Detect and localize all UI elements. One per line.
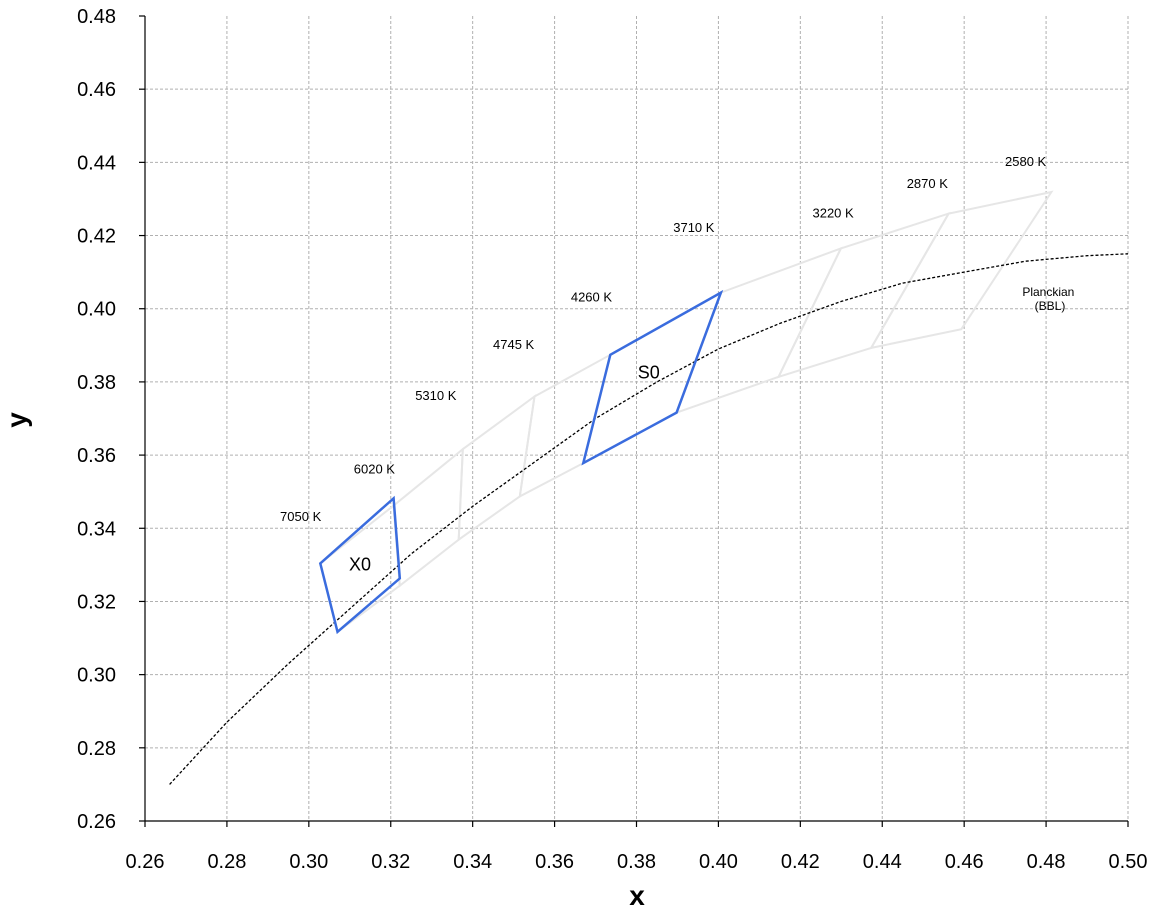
y-axis-title: y <box>1 412 32 428</box>
cct-label: 6020 K <box>354 461 396 476</box>
x-tick-label: 0.34 <box>453 851 492 873</box>
region-label: X0 <box>349 554 371 574</box>
cct-label: 7050 K <box>280 509 322 524</box>
y-tick-label: 0.26 <box>77 811 116 833</box>
y-tick-label: 0.42 <box>77 226 116 248</box>
x-tick-label: 0.40 <box>699 851 738 873</box>
y-tick-label: 0.48 <box>77 6 116 28</box>
x-tick-label: 0.28 <box>207 851 246 873</box>
axes: 0.26 0.28 0.30 0.32 0.34 0.36 0.38 0.40 0.42 0.44… <box>77 6 1147 873</box>
cct-label: 4745 K <box>493 337 535 352</box>
planckian-label-line2: (BBL) <box>1035 299 1066 313</box>
grid <box>145 16 1129 822</box>
cct-label: 4260 K <box>571 289 613 304</box>
y-tick-label: 0.46 <box>77 79 116 101</box>
x-tick-label: 0.30 <box>289 851 328 873</box>
ansi-quadrangle <box>392 447 464 588</box>
y-tick-label: 0.38 <box>77 372 116 394</box>
cct-label: 2870 K <box>907 176 949 191</box>
x-tick-label: 0.26 <box>126 851 165 873</box>
x-tick-label: 0.50 <box>1109 851 1148 873</box>
y-tick-label: 0.44 <box>77 152 116 174</box>
y-tick-label: 0.28 <box>77 738 116 760</box>
y-tick-label: 0.40 <box>77 299 116 321</box>
cct-label: 2580 K <box>1005 154 1047 169</box>
region-s0 <box>581 289 724 466</box>
region-x0 <box>318 495 402 635</box>
ansi-quadrangle <box>776 211 951 379</box>
cct-label: 3710 K <box>673 220 715 235</box>
x-tick-label: 0.46 <box>945 851 984 873</box>
planckian-label-line1: Planckian <box>1022 285 1074 299</box>
highlight-regions: X0 S0 <box>318 289 724 635</box>
region-label: S0 <box>638 362 660 382</box>
cct-label: 3220 K <box>812 205 854 220</box>
y-tick-label: 0.32 <box>77 591 116 613</box>
ansi-quadrangle <box>674 246 843 415</box>
labels: x y Planckian (BBL) 7050 K 6020 K 5310 K 47… <box>1 154 1077 911</box>
planckian-label: Planckian (BBL) <box>1022 285 1077 313</box>
y-tick-label: 0.30 <box>77 665 116 687</box>
cct-label: 5310 K <box>415 388 457 403</box>
y-tick-label: 0.34 <box>77 518 116 540</box>
x-axis-title: x <box>629 880 645 911</box>
x-tick-label: 0.42 <box>781 851 820 873</box>
ansi-quadrangle <box>869 190 1054 350</box>
x-tick-label: 0.36 <box>535 851 574 873</box>
x-tick-label: 0.44 <box>863 851 902 873</box>
ansi-quadrangle <box>518 352 612 499</box>
ansi-quadrangles <box>319 190 1054 634</box>
x-tick-label: 0.32 <box>371 851 410 873</box>
x-tick-label: 0.38 <box>617 851 656 873</box>
x-tick-label: 0.48 <box>1027 851 1066 873</box>
y-tick-label: 0.36 <box>77 445 116 467</box>
